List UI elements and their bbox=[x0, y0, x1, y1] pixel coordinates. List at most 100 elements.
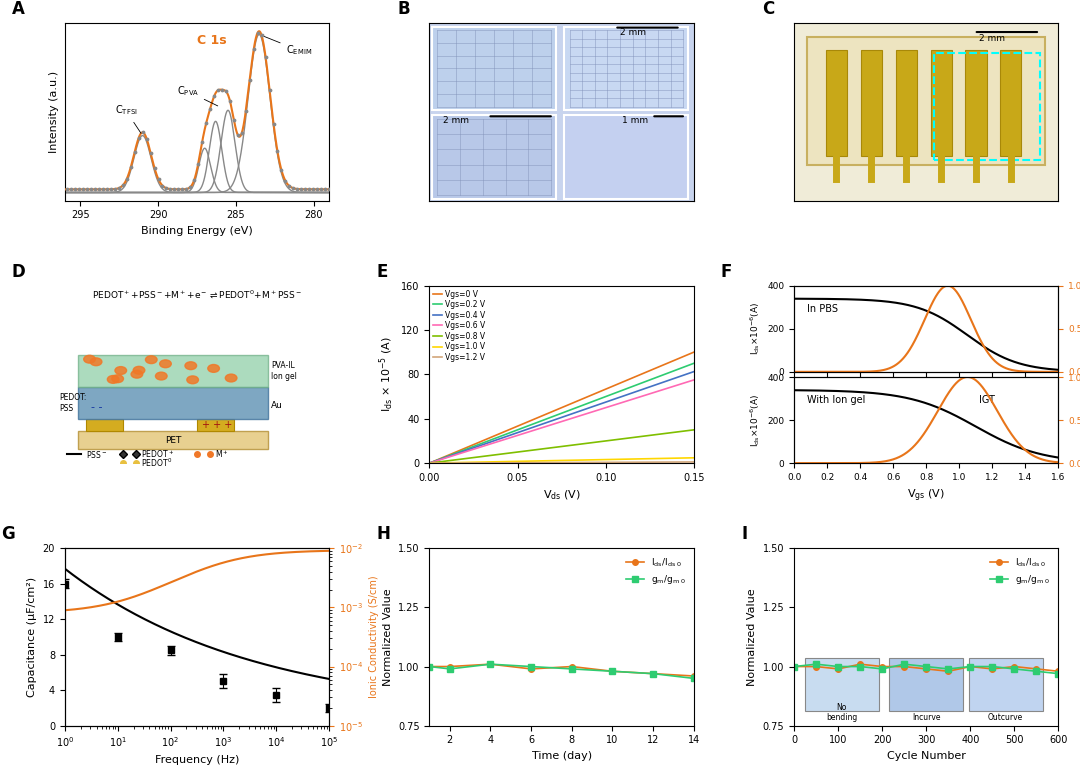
$I_{ds}/I_{ds\ 0}$ bbox=[606, 667, 619, 676]
Text: G: G bbox=[1, 526, 15, 543]
Text: 2 mm: 2 mm bbox=[620, 28, 646, 37]
Vgs=0.8 V bbox=[423, 459, 436, 468]
$g_m/g_{m\ 0}$ bbox=[787, 662, 800, 671]
$I_{ds}/I_{ds\ 0}$ bbox=[484, 659, 497, 669]
Vgs=1.2 V bbox=[423, 459, 436, 468]
Point bbox=[312, 183, 329, 195]
$g_m/g_{m\ 0}$ bbox=[525, 662, 538, 671]
Point bbox=[297, 183, 314, 195]
Vgs=1.2 V bbox=[687, 457, 700, 466]
Point bbox=[118, 173, 135, 185]
Bar bbox=[78, 355, 268, 387]
Text: PVA-IL
Ion gel: PVA-IL Ion gel bbox=[271, 361, 297, 381]
Point bbox=[233, 127, 251, 139]
Vgs=0.2 V bbox=[646, 374, 659, 384]
Line: Vgs=0.4 V: Vgs=0.4 V bbox=[430, 371, 693, 463]
$I_{ds}/I_{ds\ 0}$ bbox=[897, 662, 910, 671]
$I_{ds}/I_{ds\ 0}$ bbox=[1030, 664, 1043, 673]
Point bbox=[276, 174, 294, 187]
Point bbox=[165, 183, 183, 195]
Point bbox=[273, 164, 291, 176]
Point bbox=[257, 51, 274, 63]
Y-axis label: Normalized Value: Normalized Value bbox=[382, 588, 392, 686]
Point bbox=[305, 183, 322, 195]
Vgs=0.4 V bbox=[584, 402, 597, 411]
Vgs=0.2 V bbox=[584, 398, 597, 407]
Vgs=0.6 V bbox=[584, 408, 597, 417]
Vgs=0 V bbox=[687, 347, 700, 357]
Vgs=0.4 V bbox=[580, 405, 593, 414]
Point bbox=[300, 183, 318, 195]
Y-axis label: Ionic Conductivity (S/cm): Ionic Conductivity (S/cm) bbox=[368, 576, 378, 699]
$g_m/g_{m\ 0}$ bbox=[443, 664, 456, 673]
Bar bbox=[1000, 49, 1022, 156]
Vgs=0.4 V bbox=[423, 459, 436, 468]
Bar bbox=[78, 387, 268, 418]
X-axis label: Frequency (Hz): Frequency (Hz) bbox=[154, 755, 239, 765]
$I_{ds}/I_{ds\ 0}$ bbox=[1008, 662, 1021, 671]
Vgs=0.8 V bbox=[580, 438, 593, 448]
Vgs=0.2 V bbox=[687, 359, 700, 368]
Text: $C_{EMIM}$: $C_{EMIM}$ bbox=[261, 36, 312, 57]
X-axis label: Cycle Number: Cycle Number bbox=[887, 751, 966, 761]
Y-axis label: Normalized Value: Normalized Value bbox=[747, 588, 757, 686]
Text: 2 mm: 2 mm bbox=[980, 34, 1005, 43]
Circle shape bbox=[187, 376, 199, 384]
Text: PEDOT$^+$: PEDOT$^+$ bbox=[141, 449, 175, 460]
Point bbox=[75, 183, 92, 195]
Point bbox=[150, 173, 167, 185]
Circle shape bbox=[185, 362, 197, 370]
Point bbox=[58, 183, 76, 195]
$g_m/g_{m\ 0}$ bbox=[963, 662, 976, 671]
Point bbox=[245, 43, 262, 56]
Vgs=1.0 V bbox=[687, 453, 700, 462]
Text: PET: PET bbox=[165, 435, 181, 445]
Vgs=0.6 V bbox=[580, 409, 593, 418]
Point bbox=[70, 183, 87, 195]
Vgs=0.8 V bbox=[646, 431, 659, 440]
Text: E: E bbox=[377, 262, 388, 281]
Vgs=0.6 V bbox=[687, 375, 700, 384]
X-axis label: Time (day): Time (day) bbox=[531, 751, 592, 761]
Text: M$^+$: M$^+$ bbox=[215, 449, 229, 460]
Vgs=0.2 V bbox=[423, 459, 436, 468]
Line: $g_m/g_{m\ 0}$: $g_m/g_{m\ 0}$ bbox=[792, 662, 1062, 676]
Point bbox=[94, 183, 111, 195]
Circle shape bbox=[107, 375, 119, 384]
Point bbox=[114, 179, 132, 191]
$g_m/g_{m\ 0}$ bbox=[897, 659, 910, 669]
$g_m/g_{m\ 0}$ bbox=[920, 662, 933, 671]
Point bbox=[162, 183, 179, 195]
X-axis label: $V_{gs}$ (V): $V_{gs}$ (V) bbox=[907, 487, 945, 504]
Point bbox=[110, 182, 127, 195]
$g_m/g_{m\ 0}$ bbox=[942, 664, 955, 673]
Vgs=0 V bbox=[646, 365, 659, 374]
$g_m/g_{m\ 0}$ bbox=[832, 662, 845, 671]
Point bbox=[67, 183, 84, 195]
Point bbox=[193, 136, 211, 148]
$g_m/g_{m\ 0}$ bbox=[810, 659, 823, 669]
Circle shape bbox=[91, 358, 102, 366]
Line: $g_m/g_{m\ 0}$: $g_m/g_{m\ 0}$ bbox=[427, 662, 697, 681]
Circle shape bbox=[133, 367, 145, 374]
Point bbox=[177, 183, 194, 195]
$g_m/g_{m\ 0}$ bbox=[1030, 667, 1043, 676]
Vgs=0.4 V bbox=[687, 367, 700, 376]
$I_{ds}/I_{ds\ 0}$ bbox=[443, 662, 456, 671]
Point bbox=[249, 26, 267, 39]
Bar bbox=[564, 27, 688, 110]
Y-axis label: Capacitance (μF/cm²): Capacitance (μF/cm²) bbox=[27, 577, 37, 697]
Point bbox=[141, 147, 159, 159]
Line: $I_{ds}/I_{ds\ 0}$: $I_{ds}/I_{ds\ 0}$ bbox=[792, 662, 1062, 674]
Text: No
bending: No bending bbox=[826, 703, 858, 722]
Point bbox=[198, 117, 215, 130]
Vgs=0 V bbox=[580, 393, 593, 402]
Line: Vgs=1.0 V: Vgs=1.0 V bbox=[430, 458, 693, 463]
Vgs=0 V bbox=[423, 459, 436, 468]
Text: IGT: IGT bbox=[980, 394, 995, 405]
Vgs=0 V bbox=[580, 392, 593, 401]
Text: H: H bbox=[377, 526, 391, 543]
$I_{ds}/I_{ds\ 0}$ bbox=[963, 662, 976, 671]
Y-axis label: $I_{ds}$×10$^{-6}$(A): $I_{ds}$×10$^{-6}$(A) bbox=[747, 302, 761, 355]
Vgs=0.2 V bbox=[580, 399, 593, 408]
